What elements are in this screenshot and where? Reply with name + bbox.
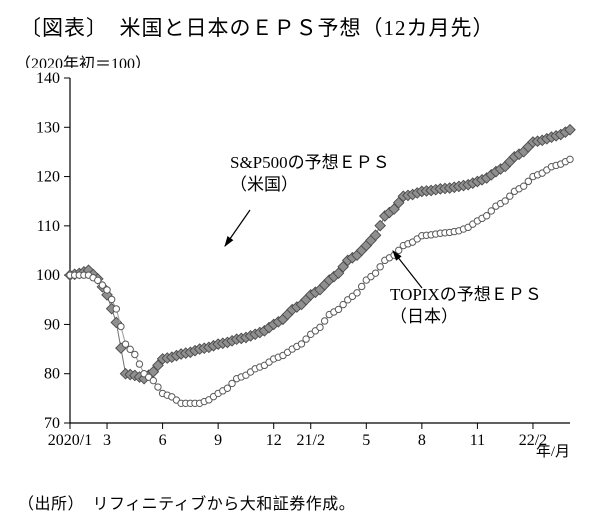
marker <box>317 324 323 330</box>
x-tick-label: 5 <box>362 432 370 449</box>
y-tick-label: 130 <box>36 119 60 136</box>
x-tick-label: 12 <box>266 432 282 449</box>
y-tick-label: 70 <box>44 415 60 432</box>
y-tick-label: 110 <box>37 218 60 235</box>
source-note: （出所） リフィニティブから大和証券作成。 <box>18 490 355 514</box>
eps-line-chart: 70 80 90 100 110 120 130 140 2020/1 3 6 9 12 21/2 5 8 11… <box>20 68 580 468</box>
marker <box>377 264 383 270</box>
x-tick-label: 21/2 <box>297 432 325 449</box>
chart-area: 70 80 90 100 110 120 130 140 2020/1 3 6 9 12 21/2 5 8 11… <box>20 68 580 468</box>
marker <box>567 156 573 162</box>
marker <box>372 270 378 276</box>
x-tick-label: 6 <box>159 432 167 449</box>
marker <box>108 296 114 302</box>
x-tick-label: 11 <box>470 432 485 449</box>
x-tick-label: 8 <box>418 432 426 449</box>
y-tick-label: 90 <box>44 316 60 333</box>
page: 〔図表〕 米国と日本のＥＰＳ予想（12カ月先） （2020年初＝100） 708… <box>0 0 600 524</box>
x-tick-label: 9 <box>214 432 222 449</box>
marker <box>132 351 138 357</box>
x-tick-label: 2020/1 <box>48 432 92 449</box>
marker <box>155 384 161 390</box>
x-tick-label: 3 <box>103 432 111 449</box>
marker <box>136 361 142 367</box>
marker <box>122 341 128 347</box>
chart-title: 〔図表〕 米国と日本のＥＰＳ予想（12カ月先） <box>20 12 495 42</box>
y-tick-label: 120 <box>36 169 60 186</box>
y-tick-label: 80 <box>44 366 60 383</box>
marker <box>104 287 110 293</box>
marker <box>321 318 327 324</box>
plot-bg <box>20 68 580 468</box>
x-axis-unit: 年/月 <box>536 440 570 461</box>
y-tick-label: 140 <box>36 70 60 87</box>
marker <box>127 346 133 352</box>
marker <box>118 323 124 329</box>
marker <box>113 306 119 312</box>
marker <box>354 290 360 296</box>
marker <box>150 377 156 383</box>
marker <box>358 283 364 289</box>
y-tick-label: 100 <box>36 267 60 284</box>
